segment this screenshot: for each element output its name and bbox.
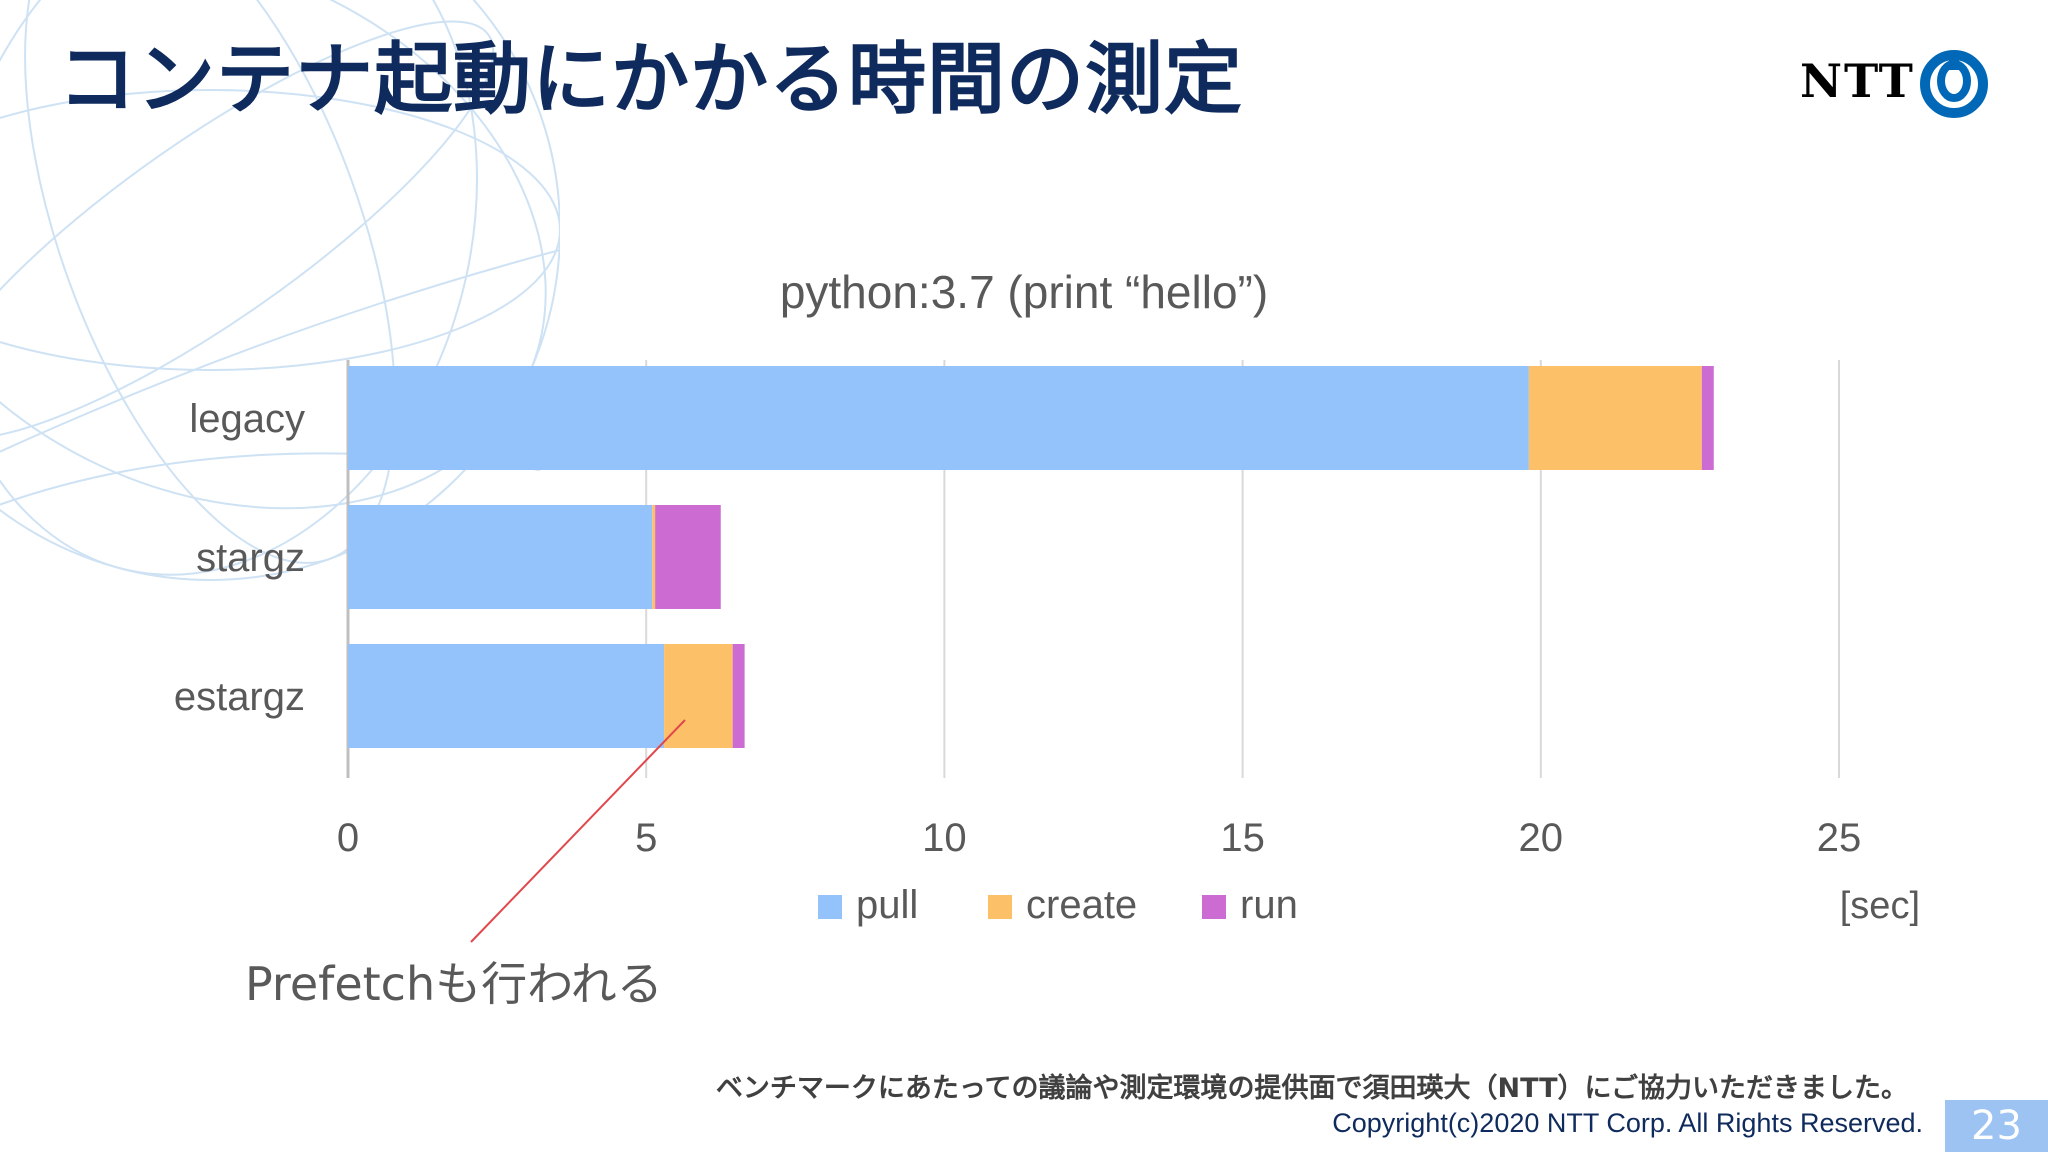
bar-segment-create: [652, 505, 656, 609]
x-tick-label: 25: [1817, 816, 1862, 860]
logo-mark-icon: [1920, 50, 1988, 118]
slide-title: コンテナ起動にかかる時間の測定: [58, 35, 1244, 125]
ntt-logo-icon: NTT: [1800, 48, 2000, 128]
bar-segment-pull: [348, 505, 653, 609]
legend-swatch-run: [1202, 895, 1226, 919]
category-label: legacy: [189, 397, 305, 441]
x-tick-label: 10: [922, 816, 967, 860]
x-tick-label: 15: [1220, 816, 1265, 860]
x-tick-label: 5: [635, 816, 657, 860]
annotation-line: [470, 719, 686, 943]
legend-label-run: run: [1240, 883, 1298, 927]
acknowledgement-note: ベンチマークにあたっての議論や測定環境の提供面で須田瑛大（NTT）にご協力いただ…: [715, 1073, 1908, 1104]
copyright-text: Copyright(c)2020 NTT Corp. All Rights Re…: [1332, 1108, 1923, 1138]
category-label: stargz: [196, 536, 305, 580]
bar-segment-run: [655, 505, 721, 609]
x-axis-label: [sec]: [1840, 885, 1920, 927]
legend-swatch-pull: [818, 895, 842, 919]
page-number: 23: [1945, 1100, 2048, 1152]
annotation-text: Prefetchも行われる: [245, 957, 663, 1011]
bar-segment-create: [1528, 366, 1702, 470]
x-tick-label: 20: [1519, 816, 1564, 860]
legend-swatch-create: [988, 895, 1012, 919]
bar-segment-pull: [348, 644, 665, 748]
x-tick-label: 0: [337, 816, 359, 860]
legend-label-create: create: [1026, 883, 1137, 927]
chart-title: python:3.7 (print “hello”): [780, 266, 1268, 318]
legend-label-pull: pull: [856, 883, 918, 927]
bar-segment-run: [732, 644, 745, 748]
category-label: estargz: [174, 675, 305, 719]
logo-text: NTT: [1800, 54, 1915, 108]
bar-segment-run: [1701, 366, 1714, 470]
bar-segment-pull: [348, 366, 1529, 470]
